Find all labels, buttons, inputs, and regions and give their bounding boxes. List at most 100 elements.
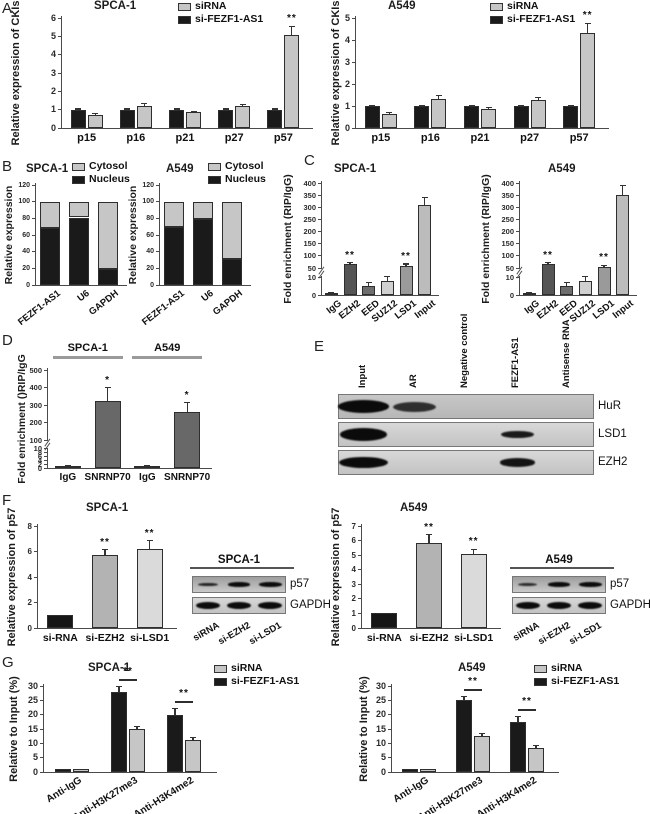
y-tick bbox=[43, 459, 47, 461]
y-tick-label: 6 bbox=[50, 12, 56, 23]
y-tick bbox=[43, 451, 47, 453]
x-axis bbox=[61, 128, 313, 130]
error-bar bbox=[537, 97, 539, 100]
legend-label: Cytosol bbox=[225, 160, 264, 172]
legend-label: si-FEZF1-AS1 bbox=[551, 675, 620, 687]
bar bbox=[136, 106, 152, 128]
bar bbox=[235, 106, 251, 128]
y-tick-label: 1 bbox=[351, 608, 356, 618]
significance-marker: ** bbox=[599, 252, 609, 264]
x-axis bbox=[361, 628, 501, 630]
bar bbox=[420, 769, 436, 772]
y-tick bbox=[515, 218, 519, 220]
y-tick-label: 3 bbox=[351, 579, 356, 589]
bar-segment-Cytosol bbox=[97, 201, 118, 270]
panel-label-f: F bbox=[2, 492, 12, 509]
chart-title: A549 bbox=[548, 163, 576, 175]
legend-label: siRNA bbox=[231, 662, 263, 674]
blot-header: A549 bbox=[545, 554, 573, 566]
y-tick-label: 25 bbox=[375, 694, 386, 705]
error-bar bbox=[517, 716, 519, 722]
legend-marker bbox=[178, 16, 191, 24]
bar bbox=[460, 554, 487, 628]
blot-band bbox=[258, 601, 283, 610]
y-tick bbox=[43, 440, 47, 442]
blot-band bbox=[547, 601, 571, 610]
y-tick-label: 250 bbox=[501, 214, 514, 224]
x-axis bbox=[37, 628, 177, 630]
y-tick-label: 60 bbox=[146, 231, 154, 239]
y-tick-label: 0 bbox=[27, 623, 32, 633]
y-tick-label: 0 bbox=[150, 281, 154, 289]
y-tick-label: 250 bbox=[303, 214, 316, 224]
y-tick bbox=[31, 201, 35, 203]
x-category-label: FEZF1-AS1 bbox=[16, 288, 64, 328]
blot-p57-spca1: SPCA-1 p57 GAPDH siRNA si-EZH2 si-LSD1 bbox=[188, 550, 331, 654]
y-tick-label: 100 bbox=[501, 251, 514, 261]
y-tick-label: 2 bbox=[37, 459, 42, 469]
y-tick bbox=[31, 184, 35, 186]
error-bar bbox=[535, 745, 537, 748]
y-tick-label: 4 bbox=[344, 34, 350, 45]
y-tick-label: 30 bbox=[27, 680, 38, 691]
error-bar bbox=[349, 262, 351, 265]
x-category-label: Anti-IgG bbox=[44, 775, 84, 806]
significance-line bbox=[119, 679, 137, 681]
error-bar bbox=[136, 726, 138, 729]
bar bbox=[167, 714, 183, 772]
bar bbox=[174, 412, 201, 468]
error-bar-cap bbox=[582, 275, 589, 278]
bar bbox=[616, 195, 630, 295]
x-axis bbox=[519, 295, 637, 297]
y-tick-label: 0 bbox=[32, 766, 38, 777]
legend-label: si-FEZF1-AS1 bbox=[195, 13, 264, 25]
y-tick-label: 20 bbox=[22, 264, 30, 272]
blot-band bbox=[579, 582, 602, 587]
panel-label-b: B bbox=[2, 158, 13, 175]
error-bar-cap bbox=[619, 184, 626, 187]
bar bbox=[54, 466, 81, 469]
y-axis bbox=[391, 684, 393, 772]
chart-rip-spca1: Fold enrichment (RIP/IgG) SPCA-1 0 10 50 100 1… bbox=[252, 163, 448, 329]
x-category-label: p27 bbox=[520, 132, 540, 144]
significance-line bbox=[175, 701, 193, 703]
x-axis bbox=[355, 128, 609, 130]
chart-title: SPCA-1 bbox=[86, 502, 129, 514]
significance-marker: ** bbox=[543, 249, 553, 261]
error-bar-cap bbox=[545, 262, 551, 264]
y-tick bbox=[351, 83, 355, 85]
x-category-label: si-RNA bbox=[42, 632, 78, 644]
y-tick bbox=[155, 201, 159, 203]
significance-marker: ** bbox=[123, 666, 133, 677]
bar bbox=[70, 109, 86, 128]
y-tick-label: 30 bbox=[375, 680, 386, 691]
error-bar-cap bbox=[485, 106, 492, 108]
error-bar bbox=[143, 103, 145, 106]
bar bbox=[218, 109, 234, 128]
bar bbox=[464, 106, 479, 128]
y-tick bbox=[31, 251, 35, 253]
y-tick-label: 6 bbox=[27, 547, 32, 556]
bar bbox=[513, 106, 529, 128]
y-tick bbox=[39, 699, 43, 701]
error-bar bbox=[291, 26, 293, 35]
bar bbox=[364, 106, 380, 128]
y-tick-label: 0 bbox=[380, 766, 386, 777]
error-bar bbox=[186, 402, 188, 413]
x-category-label: p21 bbox=[175, 132, 195, 144]
error-bar-cap bbox=[403, 263, 409, 265]
error-bar-cap bbox=[386, 112, 393, 114]
bar bbox=[380, 280, 394, 295]
x-category-label: p21 bbox=[470, 132, 490, 144]
y-tick-label: 2 bbox=[351, 594, 356, 604]
y-tick-label: 0 bbox=[50, 122, 56, 133]
chart-title: A549 bbox=[400, 502, 428, 514]
error-bar bbox=[473, 549, 475, 555]
error-bar-cap bbox=[184, 402, 191, 404]
bar-segment-Nucleus bbox=[193, 219, 213, 285]
error-bar-cap bbox=[468, 104, 475, 106]
x-category-label: p57 bbox=[273, 132, 293, 144]
y-tick-label: 15 bbox=[27, 723, 38, 734]
error-bar-cap bbox=[365, 281, 372, 284]
